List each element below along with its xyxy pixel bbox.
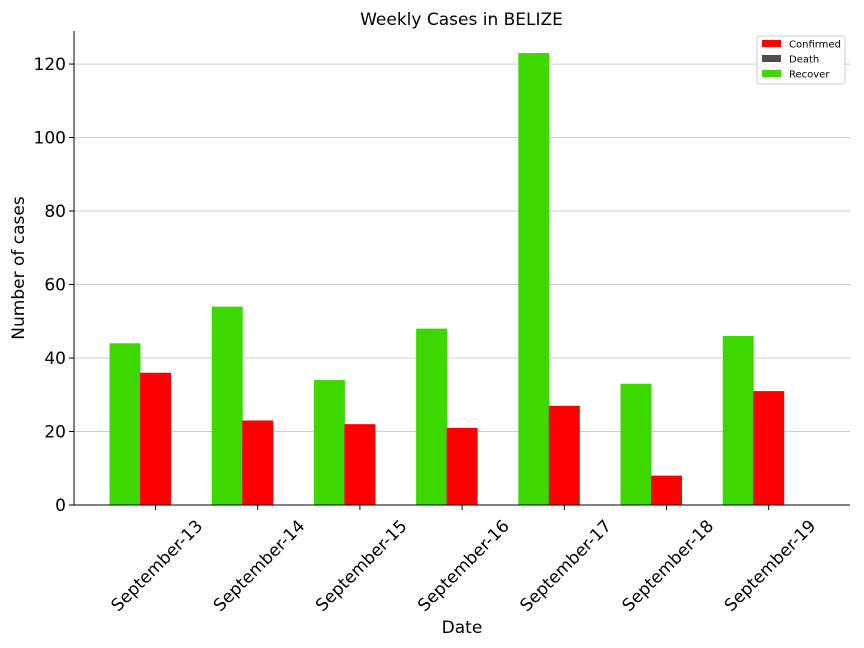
bar-confirmed — [242, 420, 274, 505]
x-axis-title: Date — [442, 618, 483, 638]
y-tick-label: 100 — [34, 129, 66, 149]
y-tick-label: 0 — [55, 496, 66, 516]
y-tick-label: 80 — [44, 202, 66, 222]
bar-confirmed — [548, 405, 580, 505]
bar-confirmed — [140, 372, 171, 505]
bar-recover — [109, 343, 141, 505]
bar-recover — [416, 328, 448, 505]
y-tick-label: 60 — [44, 276, 66, 296]
legend-swatch-death — [762, 55, 781, 62]
chart-title: Weekly Cases in BELIZE — [360, 10, 563, 30]
x-tick-label: September-19 — [721, 516, 820, 615]
gridlines — [74, 63, 850, 433]
y-axis-title: Number of cases — [9, 196, 29, 340]
bar-recover — [722, 335, 754, 505]
bar-confirmed — [651, 475, 682, 505]
y-tick-label: 20 — [44, 423, 66, 443]
bars-group — [109, 53, 785, 506]
x-ticks: September-13 September-14 September-15 Sept… — [108, 505, 820, 616]
bar-recover — [313, 380, 345, 505]
bar-recover — [620, 383, 652, 505]
bar-recover — [211, 306, 243, 505]
legend-label-recover: Recover — [789, 70, 830, 81]
x-tick-label: September-16 — [414, 516, 513, 615]
x-tick-label: September-15 — [312, 516, 411, 615]
x-tick-label: September-13 — [108, 516, 207, 615]
legend: Confirmed Death Recover — [756, 35, 846, 85]
bar-confirmed — [344, 424, 376, 505]
legend-swatch-confirmed — [762, 40, 781, 47]
legend-swatch-recover — [762, 70, 781, 77]
x-tick-label: September-14 — [210, 516, 309, 615]
bar-confirmed — [446, 427, 478, 505]
bar-recover — [518, 53, 550, 506]
x-tick-label: September-18 — [619, 516, 718, 615]
y-tick-label: 120 — [34, 55, 66, 75]
x-tick-label: September-17 — [516, 516, 615, 615]
y-tick-label: 40 — [44, 349, 66, 369]
bar-confirmed — [753, 391, 785, 505]
legend-label-confirmed: Confirmed — [789, 40, 841, 51]
y-ticks: 0 20 40 60 80 100 120 — [34, 55, 74, 516]
legend-label-death: Death — [789, 55, 819, 66]
